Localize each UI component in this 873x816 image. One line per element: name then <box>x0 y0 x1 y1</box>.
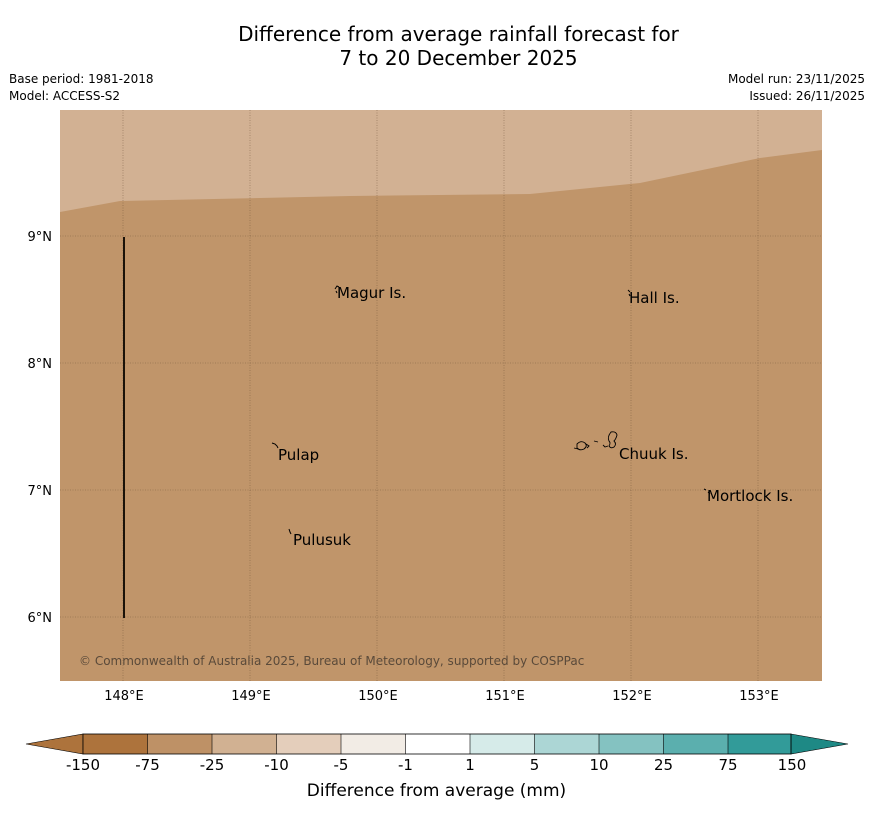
colorbar-label-3: -25 <box>199 756 225 774</box>
colorbar-swatch-high-extend <box>790 733 849 755</box>
lon-label-149e: 149°E <box>231 689 271 704</box>
colorbar-label-7: 1 <box>465 756 475 774</box>
magur-island-outline <box>334 285 340 294</box>
lon-label-153e: 153°E <box>739 689 779 704</box>
colorbar-swatch-4 <box>276 734 341 754</box>
mortlock-island-outline <box>703 488 711 495</box>
map-main-fill <box>60 110 822 681</box>
map-upper-fill <box>60 110 822 212</box>
colorbar-label-4: -10 <box>264 756 289 774</box>
colorbar-swatch-5 <box>341 734 406 754</box>
base-period: Base period: 1981-2018 <box>9 72 154 86</box>
lat-label-7n: 7°N <box>28 484 53 499</box>
pulusuk-island-outline <box>288 528 292 535</box>
lat-label-8n: 8°N <box>28 357 53 372</box>
title-line-2: 7 to 20 December 2025 <box>339 46 578 70</box>
colorbar-swatch-9 <box>599 734 664 754</box>
colorbar-label-6: -1 <box>398 756 413 774</box>
map-copyright: © Commonwealth of Australia 2025, Bureau… <box>79 654 584 668</box>
meta-left: Base period: 1981-2018 Model: ACCESS-S2 <box>9 71 154 105</box>
colorbar-swatch-11 <box>728 734 791 754</box>
place-label-magur: Magur Is. <box>337 284 406 302</box>
map-title: Difference from average rainfall forecas… <box>0 22 873 70</box>
model-name: Model: ACCESS-S2 <box>9 89 121 103</box>
place-label-chuuk: Chuuk Is. <box>619 445 688 463</box>
title-line-1: Difference from average rainfall forecas… <box>238 22 679 46</box>
colorbar-label-9: 10 <box>589 756 609 774</box>
colorbar <box>25 733 849 755</box>
place-label-mortlock: Mortlock Is. <box>707 487 793 505</box>
colorbar-label-8: 5 <box>529 756 540 774</box>
hall-island-outline <box>627 289 631 297</box>
colorbar-outline <box>82 733 792 755</box>
pulap-island-outline <box>271 442 279 449</box>
lat-label-9n: 9°N <box>28 230 53 245</box>
model-run: Model run: 23/11/2025 <box>727 72 865 86</box>
colorbar-dividers <box>147 734 729 754</box>
meta-right: Model run: 23/11/2025 Issued: 26/11/2025 <box>728 71 865 105</box>
chuuk-island-outline <box>573 431 618 451</box>
place-label-hall: Hall Is. <box>629 289 680 307</box>
colorbar-swatch-2 <box>147 734 212 754</box>
colorbar-label-1: -150 <box>65 756 101 774</box>
colorbar-swatch-1 <box>83 734 148 754</box>
colorbar-label-12: 150 <box>777 756 807 774</box>
colorbar-title: Difference from average (mm) <box>306 781 567 801</box>
colorbar-swatch-7 <box>470 734 535 754</box>
colorbar-label-11: 75 <box>718 756 738 774</box>
lat-label-6n: 6°N <box>28 611 53 626</box>
colorbar-label-5: -5 <box>333 756 349 774</box>
colorbar-label-2: -75 <box>135 756 160 774</box>
issued-date: Issued: 26/11/2025 <box>749 89 865 103</box>
colorbar-swatch-6 <box>405 734 470 754</box>
lon-label-152e: 152°E <box>612 689 652 704</box>
lon-label-151e: 151°E <box>485 689 525 704</box>
colorbar-label-10: 25 <box>653 756 674 774</box>
colorbar-swatch-low-extend <box>25 733 84 755</box>
place-label-pulap: Pulap <box>278 446 319 464</box>
lon-label-148e: 148°E <box>104 689 144 704</box>
colorbar-swatch-3 <box>212 734 277 754</box>
place-label-pulusuk: Pulusuk <box>293 531 351 549</box>
colorbar-swatch-10 <box>663 734 728 754</box>
colorbar-swatch-8 <box>534 734 599 754</box>
lon-label-150e: 150°E <box>358 689 398 704</box>
